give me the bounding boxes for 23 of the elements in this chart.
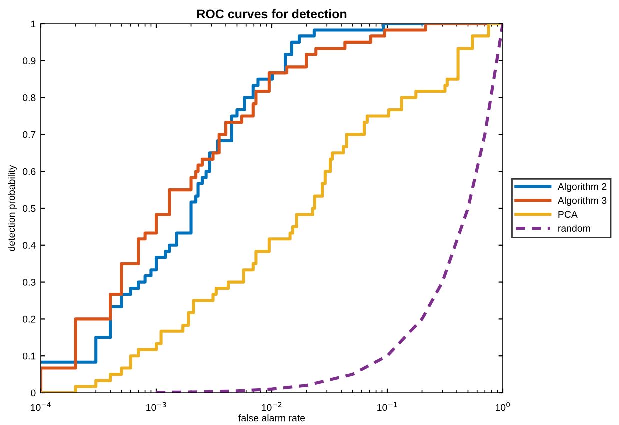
x-tick-label: 10$^{−1}$ <box>378 402 398 412</box>
chart-title: ROC curves for detection <box>197 9 347 19</box>
y-tick-label: 0.2 <box>23 316 36 323</box>
y-tick-label: 0.4 <box>23 242 36 250</box>
y-tick-label: 0 <box>31 390 36 397</box>
x-tick-label: 10$^{−4}$ <box>31 402 51 412</box>
x-axis-title: false alarm rate <box>238 414 306 422</box>
y-tick-label: 0.7 <box>23 131 36 138</box>
y-tick-label: 1 <box>31 20 36 28</box>
y-tick-label: 0.5 <box>23 205 36 212</box>
x-tick-label: 10$^{−3}$ <box>146 402 166 412</box>
y-tick-label: 0.3 <box>23 279 36 286</box>
legend-label: random <box>558 224 590 232</box>
x-tick-label: 10$^{−2}$ <box>262 402 282 412</box>
y-axis-title: detection probability <box>8 165 18 252</box>
y-tick-label: 0.8 <box>23 94 36 102</box>
legend-label: Algorithm 3 <box>558 197 607 206</box>
y-tick-label: 0.1 <box>23 352 36 360</box>
y-tick-label: 0.9 <box>23 58 36 65</box>
x-tick-label: 10$^{0}$ <box>496 402 510 412</box>
legend-label: PCA <box>558 211 578 218</box>
legend-label: Algorithm 2 <box>558 183 607 192</box>
y-tick-label: 0.6 <box>23 168 36 176</box>
